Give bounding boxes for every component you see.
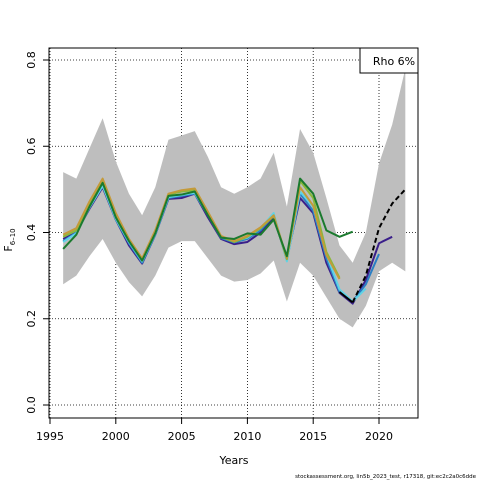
y-tick-label-3: 0.6	[25, 138, 38, 156]
y-axis-label-main: F	[2, 245, 15, 251]
x-tick-label-1: 2000	[102, 430, 130, 443]
legend-box	[359, 47, 419, 74]
series-line-5	[62, 177, 354, 262]
x-tick-label-4: 2015	[299, 430, 327, 443]
y-axis-label-sub: 6–10	[9, 228, 17, 245]
x-axis-label: Years	[218, 454, 248, 467]
series-lines	[62, 177, 407, 305]
x-axis: 1995 2000 2005 2010 2015 2020	[36, 417, 393, 443]
x-tick-label-3: 2010	[233, 430, 261, 443]
y-axis: 0.0 0.2 0.4 0.6 0.8	[25, 51, 50, 414]
footer-source: stockassessment.org, lin5b_2023_test, r1…	[295, 474, 477, 480]
x-tick-label-2: 2005	[168, 430, 196, 443]
legend: Rho 6%	[359, 47, 419, 74]
series-line-7	[351, 188, 407, 303]
confidence-band	[63, 68, 406, 328]
svg-text:F6–10: F6–10	[2, 228, 17, 251]
x-tick-label-0: 1995	[36, 430, 64, 443]
legend-label: Rho 6%	[373, 55, 415, 68]
series-line-6	[338, 291, 354, 304]
y-tick-label-1: 0.2	[25, 310, 38, 328]
y-tick-label-4: 0.8	[25, 51, 38, 69]
y-tick-label-0: 0.0	[25, 396, 38, 414]
x-tick-label-5: 2020	[365, 430, 393, 443]
y-tick-label-2: 0.4	[25, 224, 38, 242]
y-axis-label: F6–10	[2, 228, 17, 251]
